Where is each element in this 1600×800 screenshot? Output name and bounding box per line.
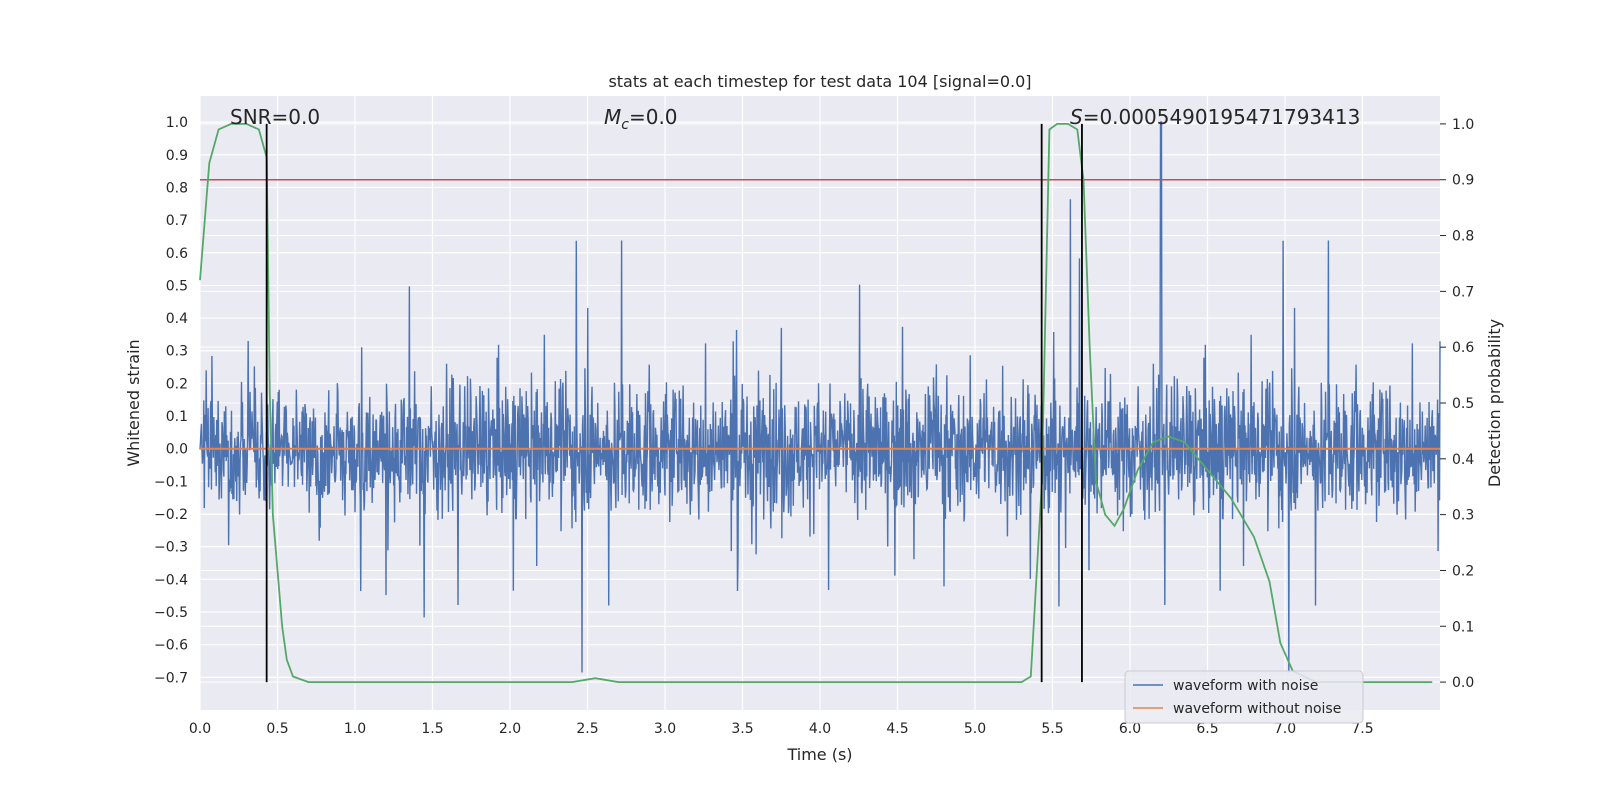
y-tick-label: 0.3 (166, 344, 188, 360)
y-tick-label: 0.1 (166, 409, 188, 425)
y2-axis-ticks: 1.0 0.9 0.8 0.7 0.6 0.5 0.4 0.3 0.2 0.1 0.0 (1440, 117, 1474, 691)
y-tick-label: −0.6 (154, 638, 188, 654)
y2-tick-label: 0.0 (1452, 675, 1474, 691)
x-tick-label: 2.0 (499, 721, 521, 737)
mc-annotation: Mc=0.0 (604, 105, 678, 133)
mc-symbol: M (604, 105, 621, 129)
x-tick-label: 1.0 (344, 721, 366, 737)
x-tick-label: 0.0 (189, 721, 211, 737)
y2-tick-label: 0.2 (1452, 563, 1474, 579)
chart-title: stats at each timestep for test data 104… (608, 72, 1031, 91)
x-axis-label: Time (s) (786, 745, 852, 764)
x-axis-ticks: 0.0 0.5 1.0 1.5 2.0 2.5 3.0 3.5 4.0 4.5 5.0 5.5 6.0 6… (189, 721, 1374, 737)
s-annotation: S=0.0005490195471793413 (1070, 105, 1360, 129)
x-tick-label: 4.0 (809, 721, 831, 737)
y-tick-label: −0.1 (154, 474, 188, 490)
x-tick-label: 0.5 (266, 721, 288, 737)
y-tick-label: 0.5 (166, 278, 188, 294)
legend-label-clean: waveform without noise (1173, 701, 1341, 717)
legend-box (1124, 670, 1364, 724)
noise-waveform-line (199, 121, 1441, 673)
y-tick-label: 0.8 (166, 180, 188, 196)
y-tick-label: −0.3 (154, 540, 188, 556)
x-tick-label: 3.0 (654, 721, 676, 737)
legend: waveform with noise waveform without noi… (1124, 670, 1364, 724)
x-tick-label: 6.0 (1119, 721, 1141, 737)
y-tick-label: −0.7 (154, 670, 188, 686)
y2-tick-label: 0.7 (1452, 284, 1474, 300)
x-tick-label: 4.5 (886, 721, 908, 737)
x-tick-label: 3.5 (731, 721, 753, 737)
y-tick-label: 0.0 (166, 442, 188, 458)
x-tick-label: 5.5 (1041, 721, 1063, 737)
y-tick-label: 0.4 (166, 311, 188, 327)
mc-subscript: c (621, 117, 629, 133)
legend-label-noise: waveform with noise (1173, 678, 1318, 694)
y2-tick-label: 0.8 (1452, 229, 1474, 245)
series-waveform-with-noise (199, 121, 1441, 673)
y-axis-label: Whitened strain (124, 339, 143, 466)
y2-tick-label: 1.0 (1452, 117, 1474, 133)
y2-tick-label: 0.4 (1452, 452, 1474, 468)
y2-tick-label: 0.9 (1452, 173, 1474, 189)
x-tick-label: 7.0 (1274, 721, 1296, 737)
y-tick-label: 0.7 (166, 213, 188, 229)
y-tick-label: 1.0 (166, 115, 188, 131)
y-tick-label: −0.4 (154, 572, 188, 588)
x-tick-label: 6.5 (1196, 721, 1218, 737)
y2-axis-label: Detection probability (1485, 319, 1504, 487)
y2-tick-label: 0.3 (1452, 508, 1474, 524)
detection-probability-line (199, 123, 1433, 683)
snr-annotation: SNR=0.0 (230, 105, 320, 129)
y-tick-label: 0.9 (166, 148, 188, 164)
y-tick-label: 0.6 (166, 246, 188, 262)
s-symbol: S (1070, 105, 1083, 129)
y-axis-ticks: 1.0 0.9 0.8 0.7 0.6 0.5 0.4 0.3 0.2 0.1 0.0 −0.1 −0.… (154, 115, 188, 686)
y-tick-label: 0.2 (166, 376, 188, 392)
x-tick-label: 2.5 (576, 721, 598, 737)
x-tick-label: 7.5 (1351, 721, 1373, 737)
vertical-markers (265, 123, 1083, 683)
s-value: =0.0005490195471793413 (1083, 105, 1361, 129)
x-tick-label: 5.0 (964, 721, 986, 737)
y-tick-label: −0.5 (154, 605, 188, 621)
x-tick-label: 1.5 (421, 721, 443, 737)
y2-tick-label: 0.6 (1452, 340, 1474, 356)
mc-value: =0.0 (629, 105, 678, 129)
y2-tick-label: 0.5 (1452, 396, 1474, 412)
series-detection-probability (199, 123, 1433, 683)
y2-tick-label: 0.1 (1452, 619, 1474, 635)
y-tick-label: −0.2 (154, 507, 188, 523)
